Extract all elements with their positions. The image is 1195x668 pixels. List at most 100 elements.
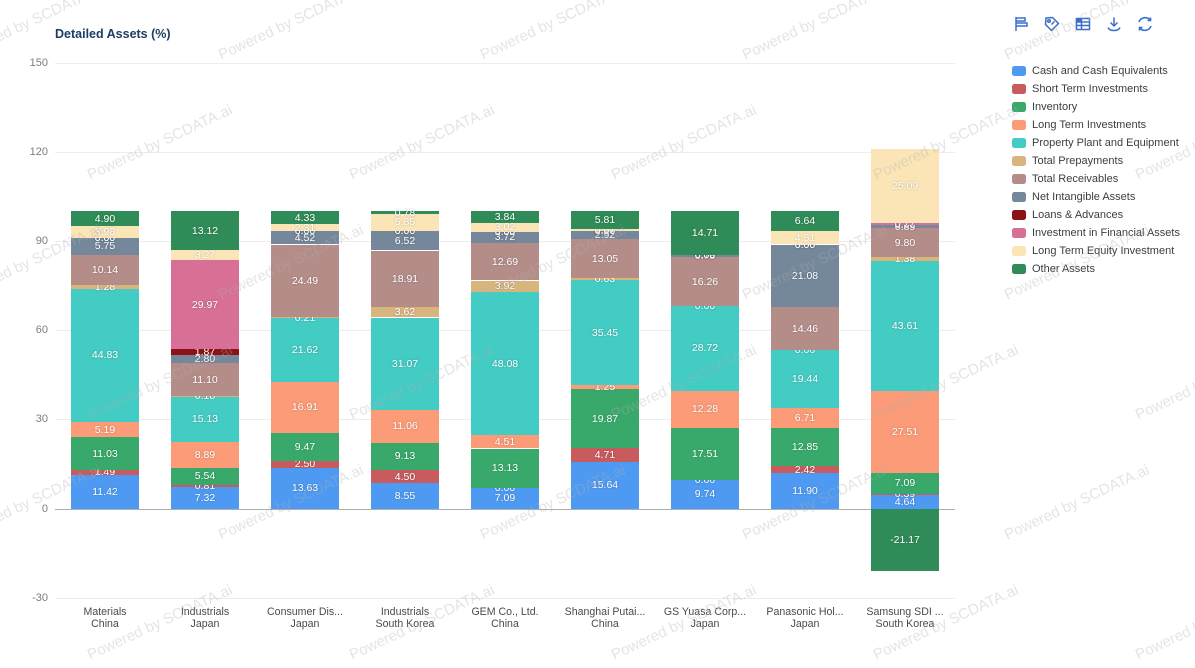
- bar-segment[interactable]: [671, 257, 739, 306]
- legend-item-other-assets[interactable]: Other Assets: [1012, 260, 1180, 278]
- bar-segment[interactable]: [371, 250, 439, 307]
- bar-segment[interactable]: [771, 307, 839, 351]
- bar-segment[interactable]: [771, 231, 839, 245]
- bar-segment[interactable]: [871, 225, 939, 228]
- bar-segment[interactable]: [671, 211, 739, 256]
- bar-segment[interactable]: [571, 280, 639, 386]
- bar-segment[interactable]: [571, 448, 639, 463]
- bar-segment[interactable]: [371, 483, 439, 509]
- legend-item-long-term-investments[interactable]: Long Term Investments: [1012, 116, 1180, 134]
- bar-segment[interactable]: [871, 493, 939, 495]
- legend-item-total-receivables[interactable]: Total Receivables: [1012, 170, 1180, 188]
- bar-segment[interactable]: [571, 211, 639, 229]
- bar-segment[interactable]: [271, 244, 339, 318]
- bar-segment[interactable]: [271, 460, 339, 469]
- bar-segment[interactable]: [371, 469, 439, 484]
- bar-segment[interactable]: [71, 470, 139, 475]
- bar-segment[interactable]: [471, 242, 539, 281]
- bar-segment[interactable]: [171, 250, 239, 261]
- bar-segment[interactable]: [871, 228, 939, 258]
- bar-segment[interactable]: [871, 261, 939, 391]
- bar-segment[interactable]: [571, 385, 639, 389]
- bar-segment[interactable]: [471, 211, 539, 223]
- legend-item-property-plant-and-equipment[interactable]: Property Plant and Equipment: [1012, 134, 1180, 152]
- bar-segment[interactable]: [571, 230, 639, 240]
- bar-segment[interactable]: [471, 435, 539, 449]
- bar-segment[interactable]: [271, 318, 339, 383]
- legend-item-long-term-equity-investment[interactable]: Long Term Equity Investment: [1012, 242, 1180, 260]
- bar-segment[interactable]: [571, 389, 639, 449]
- bar-segment[interactable]: [571, 278, 639, 280]
- bar-segment[interactable]: [871, 148, 939, 224]
- bar-segment[interactable]: [271, 211, 339, 225]
- bar-segment[interactable]: [771, 466, 839, 474]
- bar-segment[interactable]: [371, 213, 439, 232]
- bar-segment[interactable]: [171, 354, 239, 363]
- bar-segment[interactable]: [771, 350, 839, 408]
- bar-segment[interactable]: [271, 382, 339, 433]
- bar-segment[interactable]: [171, 396, 239, 442]
- bar-segment[interactable]: [71, 285, 139, 289]
- bar-segment[interactable]: [871, 390, 939, 473]
- bar-segment[interactable]: [171, 396, 239, 397]
- bar-segment[interactable]: [271, 231, 339, 245]
- bar-segment[interactable]: [71, 288, 139, 422]
- bar-segment[interactable]: [771, 473, 839, 509]
- bar-segment[interactable]: [471, 222, 539, 232]
- flag-chart-icon[interactable]: [1011, 14, 1031, 34]
- bar-segment[interactable]: [171, 260, 239, 350]
- bar-segment[interactable]: [371, 306, 439, 318]
- refresh-icon[interactable]: [1135, 14, 1155, 34]
- bar-segment[interactable]: [171, 349, 239, 355]
- bar-segment[interactable]: [571, 462, 639, 509]
- bar-segment[interactable]: [871, 472, 939, 494]
- bar-segment[interactable]: [671, 305, 739, 392]
- bar-segment[interactable]: [371, 442, 439, 470]
- bar-segment[interactable]: [571, 239, 639, 279]
- bar-segment[interactable]: [871, 257, 939, 262]
- bar-segment[interactable]: [71, 474, 139, 509]
- bar-segment[interactable]: [771, 211, 839, 232]
- legend-item-total-prepayments[interactable]: Total Prepayments: [1012, 152, 1180, 170]
- bar-segment[interactable]: [371, 409, 439, 443]
- bar-segment[interactable]: [171, 441, 239, 468]
- bar-segment[interactable]: [71, 237, 139, 255]
- bar-segment[interactable]: [671, 427, 739, 480]
- download-icon[interactable]: [1104, 14, 1124, 34]
- bar-segment[interactable]: [271, 432, 339, 461]
- bar-segment[interactable]: [71, 254, 139, 285]
- bar-segment[interactable]: [671, 255, 739, 258]
- bar-segment[interactable]: [271, 224, 339, 232]
- bar-segment[interactable]: [371, 317, 439, 410]
- bar-segment[interactable]: [171, 363, 239, 397]
- bar-segment[interactable]: [671, 479, 739, 509]
- bar-segment[interactable]: [871, 494, 939, 509]
- bar-segment[interactable]: [671, 391, 739, 428]
- bar-segment[interactable]: [271, 468, 339, 509]
- bar-segment[interactable]: [71, 422, 139, 438]
- bar-segment[interactable]: [471, 280, 539, 293]
- bar-segment[interactable]: [171, 468, 239, 485]
- legend-item-cash-and-cash-equivalents[interactable]: Cash and Cash Equivalents: [1012, 62, 1180, 80]
- bar-segment[interactable]: [171, 211, 239, 251]
- legend-item-investment-in-financial-assets[interactable]: Investment in Financial Assets: [1012, 224, 1180, 242]
- bar-segment[interactable]: [471, 487, 539, 509]
- table-icon[interactable]: [1073, 14, 1093, 34]
- bar-segment[interactable]: [371, 231, 439, 251]
- bar-segment[interactable]: [371, 211, 439, 214]
- bar-segment[interactable]: [771, 244, 839, 308]
- bar-segment[interactable]: [471, 448, 539, 488]
- tag-icon[interactable]: [1042, 14, 1062, 34]
- legend-item-short-term-investments[interactable]: Short Term Investments: [1012, 80, 1180, 98]
- bar-segment[interactable]: [271, 317, 339, 318]
- bar-segment[interactable]: [571, 228, 639, 231]
- bar-segment[interactable]: [771, 427, 839, 466]
- bar-segment[interactable]: [71, 437, 139, 471]
- bar-segment[interactable]: [771, 407, 839, 428]
- legend-item-loans-advances[interactable]: Loans & Advances: [1012, 206, 1180, 224]
- bar-segment[interactable]: [171, 486, 239, 509]
- bar-segment[interactable]: [471, 292, 539, 436]
- legend-item-net-intangible-assets[interactable]: Net Intangible Assets: [1012, 188, 1180, 206]
- bar-segment[interactable]: [471, 231, 539, 243]
- bar-segment[interactable]: [871, 508, 939, 572]
